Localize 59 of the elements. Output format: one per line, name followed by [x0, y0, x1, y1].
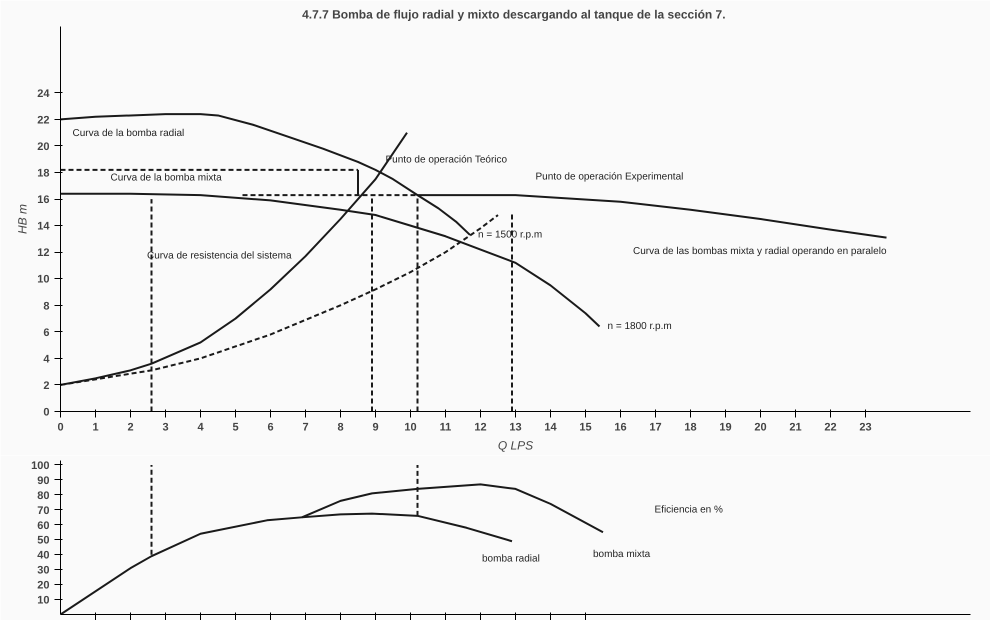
y-tick-label: 24: [37, 88, 50, 100]
series-label: bomba mixta: [593, 548, 651, 560]
y-tick-label: 30: [37, 564, 50, 577]
annotation: n = 1800 r.p.m: [608, 321, 672, 332]
y-tick-label: 0: [43, 406, 50, 418]
y-tick-label: 90: [37, 474, 50, 487]
y-tick-label: 2: [43, 380, 50, 392]
x-tick-label: 8: [337, 422, 344, 434]
x-tick-label: 4: [197, 422, 204, 434]
y-tick-label: 100: [31, 460, 50, 472]
x-tick-label: 21: [789, 422, 802, 434]
x-tick-label: 17: [649, 422, 662, 434]
y-tick-label: 8: [43, 300, 50, 312]
y-tick-label: 70: [37, 504, 50, 517]
y-tick-label: 40: [37, 550, 50, 562]
x-tick-label: 18: [684, 422, 697, 434]
x-tick-label: 12: [474, 422, 487, 434]
x-tick-label: 6: [267, 422, 274, 434]
x-tick-label: 3: [162, 422, 169, 434]
annotation: Eficiencia en %: [654, 504, 723, 516]
annotation: n = 1500 r.p.m: [478, 229, 542, 240]
x-tick-label: 14: [544, 422, 558, 434]
y-tick-label: 60: [37, 520, 50, 532]
y-tick-label: 20: [37, 580, 50, 592]
x-tick-label: 9: [372, 422, 379, 434]
y-axis-title: HB m: [15, 204, 30, 234]
x-axis-title: Q LPS: [498, 438, 534, 452]
y-tick-label: 6: [43, 326, 50, 339]
x-tick-label: 15: [579, 422, 592, 434]
x-tick-label: 2: [127, 422, 134, 434]
x-tick-label: 7: [302, 422, 309, 434]
y-tick-label: 16: [37, 194, 50, 206]
x-tick-label: 10: [404, 422, 417, 434]
series-label: bomba radial: [482, 554, 540, 565]
x-tick-label: 16: [614, 422, 627, 434]
y-tick-label: 20: [37, 140, 50, 153]
chart-title: 4.7.7 Bomba de flujo radial y mixto descargando al tanque de la sección 7.: [302, 8, 726, 22]
series-label: Curva de la bomba radial: [72, 128, 184, 139]
x-tick-label: 20: [754, 422, 767, 434]
x-tick-label: 5: [232, 422, 239, 434]
y-tick-label: 22: [37, 114, 50, 126]
series-label: Curva de la bomba mixta: [110, 172, 222, 184]
x-tick-label: 0: [57, 422, 64, 434]
y-tick-label: 18: [37, 168, 50, 180]
y-tick-label: 10: [37, 594, 50, 607]
y-tick-label: 12: [37, 247, 50, 260]
x-tick-label: 11: [440, 422, 452, 434]
annotation: Punto de operación Experimental: [536, 172, 684, 183]
x-tick-label: 23: [859, 422, 872, 434]
y-tick-label: 4: [43, 353, 50, 366]
x-tick-label: 1: [92, 422, 99, 434]
x-tick-label: 19: [719, 422, 732, 434]
y-tick-label: 10: [37, 274, 50, 286]
y-tick-label: 14: [37, 220, 50, 233]
x-tick-label: 13: [509, 422, 522, 434]
y-tick-label: 50: [37, 534, 50, 547]
y-tick-label: 80: [37, 490, 50, 502]
x-tick-label: 22: [824, 422, 837, 434]
series-label: Curva de las bombas mixta y radial operando en paralelo: [633, 246, 887, 258]
